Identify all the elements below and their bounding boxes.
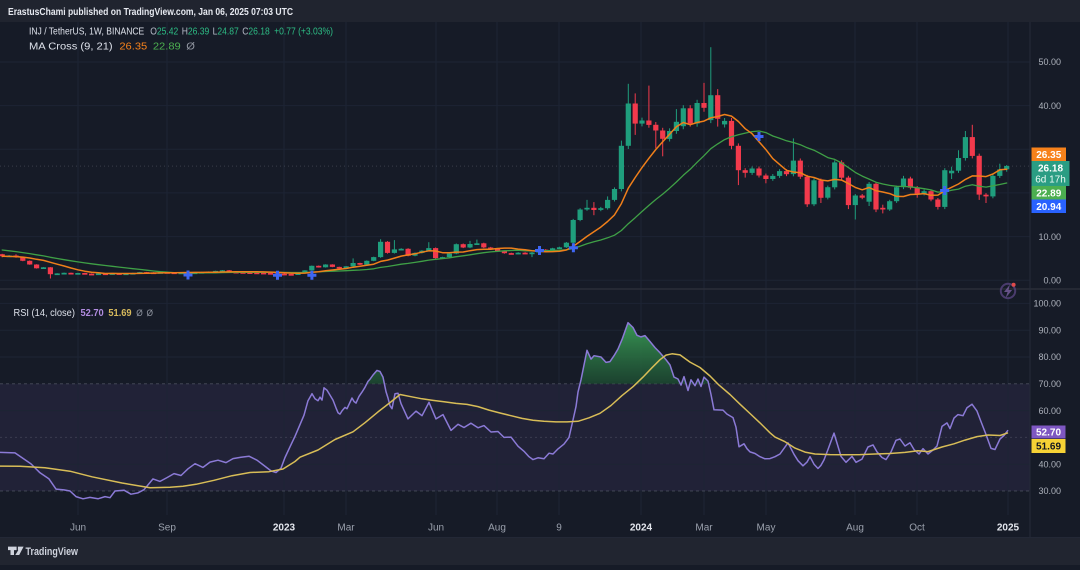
svg-text:26.18: 26.18 <box>1038 164 1063 175</box>
svg-text:Mar: Mar <box>337 523 355 534</box>
svg-text:60.00: 60.00 <box>1038 406 1061 416</box>
svg-text:50.00: 50.00 <box>1038 57 1061 67</box>
svg-text:Aug: Aug <box>488 523 506 534</box>
svg-text:Oct: Oct <box>909 523 925 534</box>
svg-text:ErastusChami published on Trad: ErastusChami published on TradingView.co… <box>8 6 293 18</box>
svg-text:2023: 2023 <box>273 523 296 534</box>
svg-text:2025: 2025 <box>997 523 1020 534</box>
svg-text:Aug: Aug <box>846 523 864 534</box>
svg-text:0.00: 0.00 <box>1043 275 1061 285</box>
svg-text:40.00: 40.00 <box>1038 459 1061 469</box>
svg-text:26.35: 26.35 <box>1036 150 1061 161</box>
svg-text:10.00: 10.00 <box>1038 232 1061 242</box>
svg-text:40.00: 40.00 <box>1038 101 1061 111</box>
svg-text:May: May <box>757 523 776 534</box>
svg-text:6d 17h: 6d 17h <box>1035 175 1066 186</box>
svg-text:52.70: 52.70 <box>1036 428 1061 439</box>
svg-text:22.89: 22.89 <box>1036 188 1061 199</box>
svg-text:90.00: 90.00 <box>1038 325 1061 335</box>
svg-text:2024: 2024 <box>630 523 653 534</box>
svg-text:9: 9 <box>556 523 562 534</box>
svg-text:100.00: 100.00 <box>1033 299 1061 309</box>
svg-text:Mar: Mar <box>695 523 713 534</box>
svg-text:30.00: 30.00 <box>1038 486 1061 496</box>
svg-text:Jun: Jun <box>428 523 444 534</box>
svg-text:20.94: 20.94 <box>1036 202 1061 213</box>
svg-text:TradingView: TradingView <box>26 546 79 558</box>
svg-text:Sep: Sep <box>158 523 176 534</box>
svg-text:80.00: 80.00 <box>1038 352 1061 362</box>
svg-text:51.69: 51.69 <box>1036 442 1061 453</box>
svg-text:Jun: Jun <box>70 523 86 534</box>
svg-text:INJ / TetherUS, 1W, BINANCEO25: INJ / TetherUS, 1W, BINANCEO25.42H26.39L… <box>29 27 333 38</box>
svg-text:70.00: 70.00 <box>1038 379 1061 389</box>
